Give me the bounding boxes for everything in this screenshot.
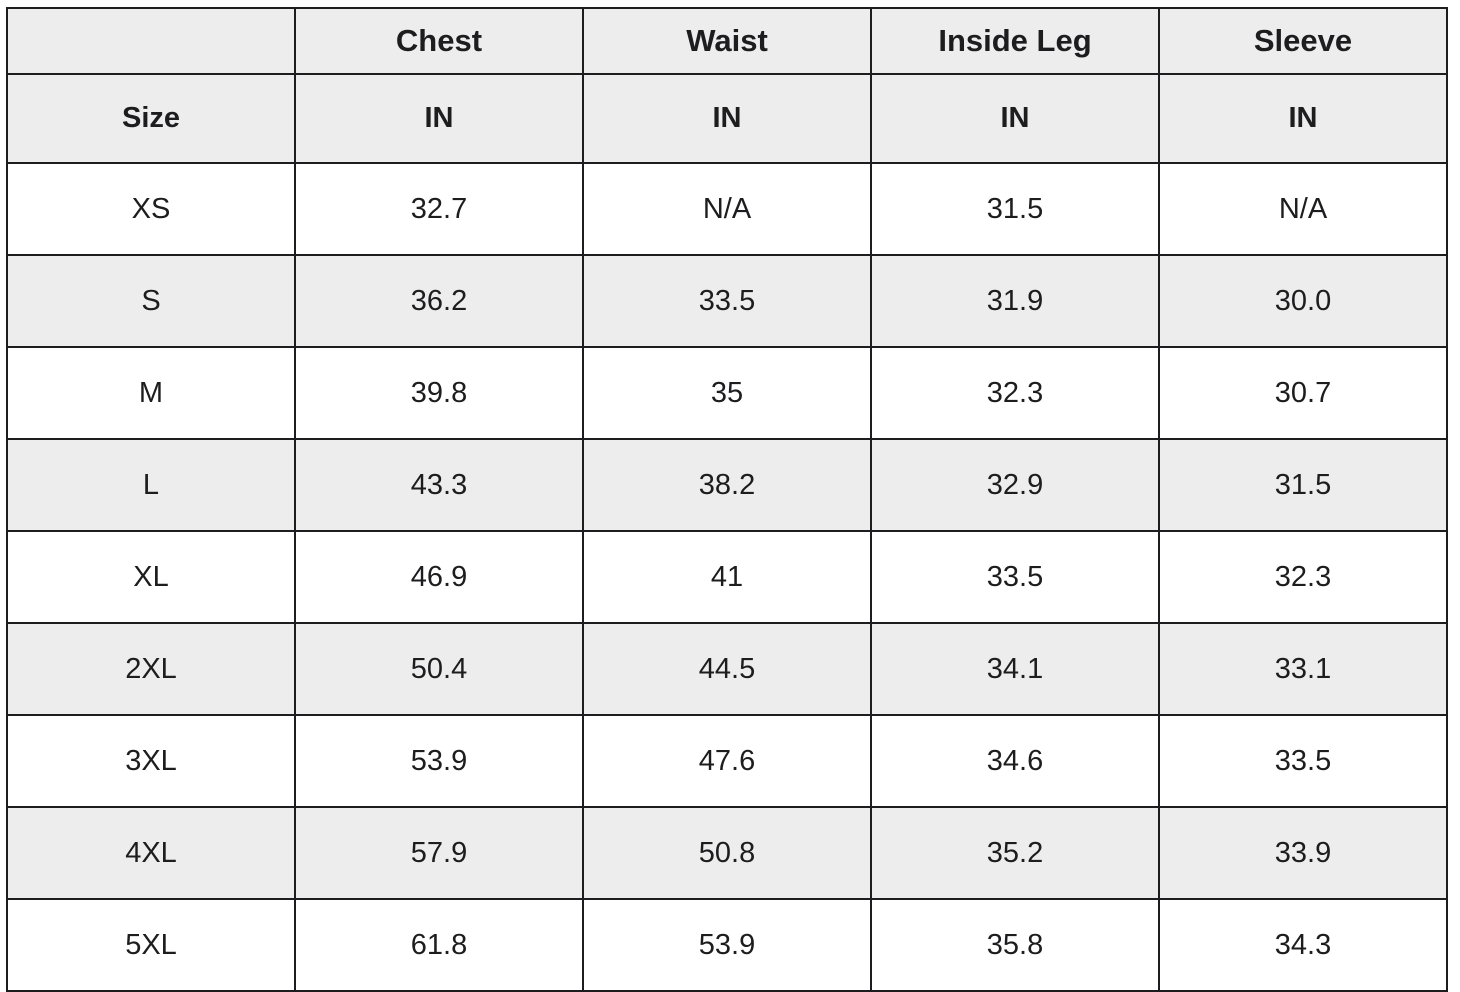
waist-cell: 33.5 — [582, 254, 872, 348]
sleeve-cell: 34.3 — [1158, 898, 1448, 992]
table-row-xs: XS 32.7 N/A 31.5 N/A — [6, 162, 1448, 256]
size-cell: 4XL — [6, 806, 296, 900]
size-chart-body: XS 32.7 N/A 31.5 N/A S 36.2 33.5 31.9 30… — [6, 162, 1448, 992]
sleeve-cell: 33.5 — [1158, 714, 1448, 808]
inside-leg-cell: 33.5 — [870, 530, 1160, 624]
sleeve-cell: N/A — [1158, 162, 1448, 256]
table-row-l: L 43.3 38.2 32.9 31.5 — [6, 438, 1448, 532]
header-cell-inside-leg: Inside Leg — [870, 7, 1160, 75]
chest-cell: 43.3 — [294, 438, 584, 532]
table-row-2xl: 2XL 50.4 44.5 34.1 33.1 — [6, 622, 1448, 716]
unit-row: Size IN IN IN IN — [6, 73, 1448, 164]
inside-leg-cell: 32.9 — [870, 438, 1160, 532]
chest-cell: 50.4 — [294, 622, 584, 716]
chest-cell: 53.9 — [294, 714, 584, 808]
size-cell: 2XL — [6, 622, 296, 716]
inside-leg-cell: 31.9 — [870, 254, 1160, 348]
table-row-3xl: 3XL 53.9 47.6 34.6 33.5 — [6, 714, 1448, 808]
sleeve-cell: 30.0 — [1158, 254, 1448, 348]
chest-cell: 46.9 — [294, 530, 584, 624]
inside-leg-cell: 34.1 — [870, 622, 1160, 716]
header-cell-chest: Chest — [294, 7, 584, 75]
chest-cell: 36.2 — [294, 254, 584, 348]
waist-cell: 50.8 — [582, 806, 872, 900]
waist-cell: 35 — [582, 346, 872, 440]
table-row-m: M 39.8 35 32.3 30.7 — [6, 346, 1448, 440]
size-chart-header: Chest Waist Inside Leg Sleeve Size IN IN… — [6, 7, 1448, 164]
header-cell-sleeve: Sleeve — [1158, 7, 1448, 75]
unit-cell-chest: IN — [294, 73, 584, 164]
waist-cell: 53.9 — [582, 898, 872, 992]
size-cell: XS — [6, 162, 296, 256]
chest-cell: 39.8 — [294, 346, 584, 440]
size-cell: S — [6, 254, 296, 348]
chest-cell: 61.8 — [294, 898, 584, 992]
sleeve-cell: 32.3 — [1158, 530, 1448, 624]
size-cell: M — [6, 346, 296, 440]
inside-leg-cell: 31.5 — [870, 162, 1160, 256]
sleeve-cell: 33.1 — [1158, 622, 1448, 716]
sleeve-cell: 33.9 — [1158, 806, 1448, 900]
unit-cell-inside-leg: IN — [870, 73, 1160, 164]
chest-cell: 32.7 — [294, 162, 584, 256]
header-cell-empty — [6, 7, 296, 75]
table-row-s: S 36.2 33.5 31.9 30.0 — [6, 254, 1448, 348]
header-row: Chest Waist Inside Leg Sleeve — [6, 7, 1448, 75]
inside-leg-cell: 35.2 — [870, 806, 1160, 900]
size-cell: 3XL — [6, 714, 296, 808]
chest-cell: 57.9 — [294, 806, 584, 900]
table-row-4xl: 4XL 57.9 50.8 35.2 33.9 — [6, 806, 1448, 900]
size-cell: 5XL — [6, 898, 296, 992]
inside-leg-cell: 35.8 — [870, 898, 1160, 992]
header-cell-waist: Waist — [582, 7, 872, 75]
waist-cell: 44.5 — [582, 622, 872, 716]
table-row-xl: XL 46.9 41 33.5 32.3 — [6, 530, 1448, 624]
inside-leg-cell: 32.3 — [870, 346, 1160, 440]
waist-cell: 41 — [582, 530, 872, 624]
inside-leg-cell: 34.6 — [870, 714, 1160, 808]
size-cell: XL — [6, 530, 296, 624]
waist-cell: N/A — [582, 162, 872, 256]
waist-cell: 47.6 — [582, 714, 872, 808]
sleeve-cell: 30.7 — [1158, 346, 1448, 440]
size-chart-table: Chest Waist Inside Leg Sleeve Size IN IN… — [6, 7, 1448, 992]
unit-cell-sleeve: IN — [1158, 73, 1448, 164]
table-row-5xl: 5XL 61.8 53.9 35.8 34.3 — [6, 898, 1448, 992]
size-cell: L — [6, 438, 296, 532]
unit-cell-size-label: Size — [6, 73, 296, 164]
unit-cell-waist: IN — [582, 73, 872, 164]
waist-cell: 38.2 — [582, 438, 872, 532]
sleeve-cell: 31.5 — [1158, 438, 1448, 532]
